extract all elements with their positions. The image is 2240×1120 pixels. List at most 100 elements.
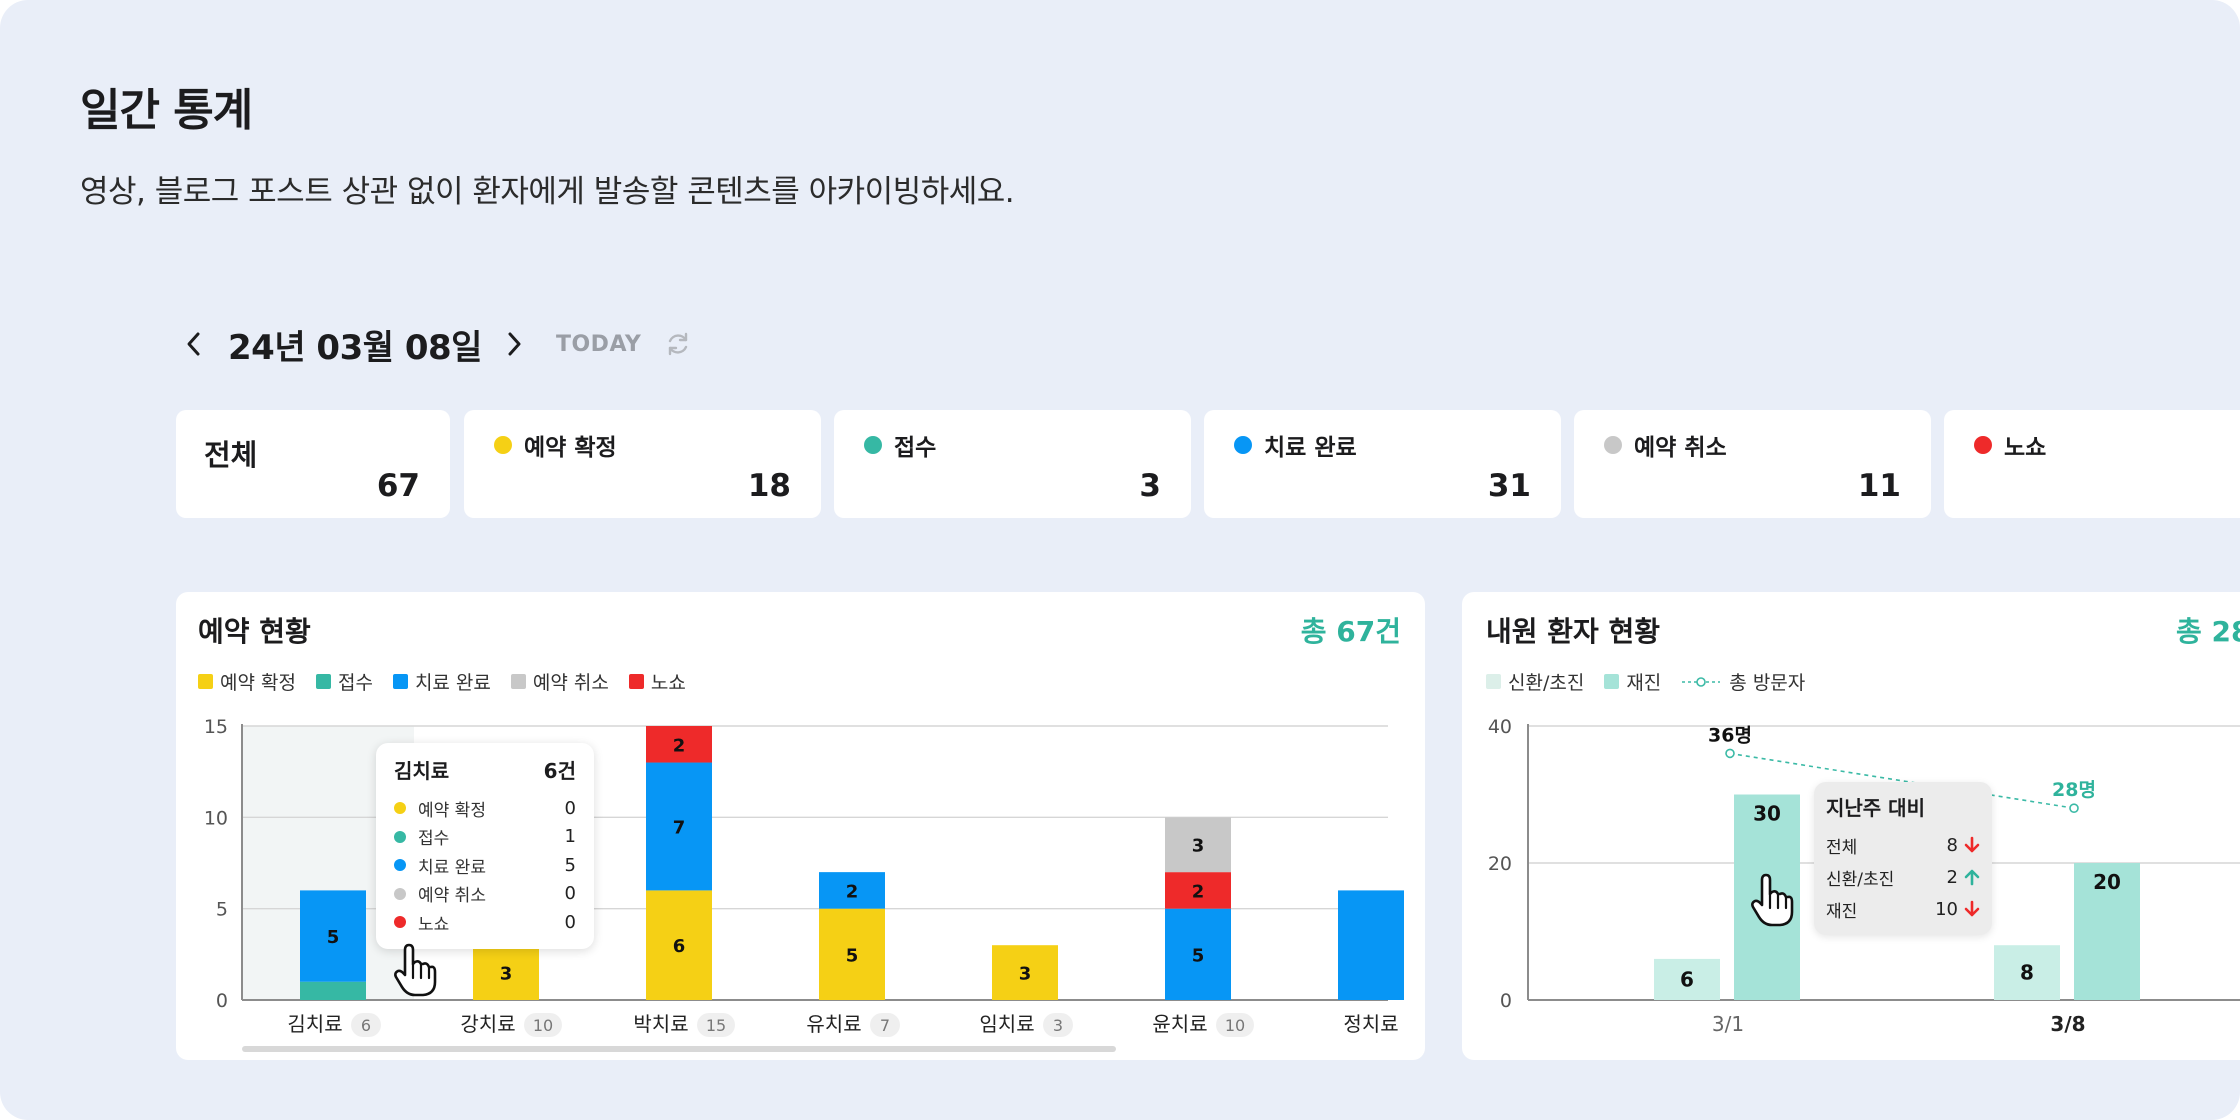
svg-text:윤치료: 윤치료 [1152, 1012, 1207, 1036]
y-tick-label: 0 [216, 990, 228, 1012]
x-tick-label: 김치료 6 [287, 1012, 381, 1037]
stat-label: 예약 취소 [1634, 435, 1727, 461]
line-total-visitors [1729, 752, 2075, 809]
bar-value-label: 5 [846, 945, 859, 966]
bar-segment [473, 945, 539, 1000]
x-tick-label: 3/8 [2050, 1012, 2085, 1036]
count-pill [870, 1013, 900, 1037]
stat-card-received[interactable]: 접수 3 [834, 410, 1191, 518]
status-dot [1604, 436, 1622, 454]
stat-card-cancelled[interactable]: 예약 취소 11 [1574, 410, 1931, 518]
bar-value-label: 5 [1192, 945, 1205, 966]
refresh-icon[interactable] [663, 329, 693, 359]
legend-item[interactable]: 치료 완료 [392, 668, 491, 695]
y-tick-label: 10 [204, 807, 228, 829]
bar-segment [1165, 908, 1231, 1000]
svg-text:김치료: 김치료 [287, 1012, 342, 1036]
bar-segment [819, 908, 885, 1000]
bar-segment [646, 890, 712, 1000]
tooltip-row: 노쇼 0 [394, 908, 576, 937]
tooltip-row: 접수 1 [394, 823, 576, 852]
count-pill [697, 1013, 735, 1037]
arrow-down-icon [1964, 836, 1980, 853]
bar-new-patient [1994, 945, 2060, 1000]
visit-panel: 0 20 40 6 30 3/1 8 20 3/8 36명 28명 내원 환자 현황 총 28 신환… [1462, 592, 2240, 1060]
bar-segment [819, 872, 885, 909]
status-dot [1234, 436, 1252, 454]
stat-value: 3 [1139, 468, 1161, 504]
x-tick-label: 정치료 [1343, 1012, 1398, 1036]
x-tick-label: 유치료 7 [806, 1012, 900, 1037]
count-pill-text: 10 [533, 1016, 553, 1035]
legend-item[interactable]: 노쇼 [628, 668, 686, 695]
stat-card-completed[interactable]: 치료 완료 31 [1204, 410, 1561, 518]
legend-item[interactable]: 신환/초진 [1486, 668, 1584, 695]
bar-segment [646, 726, 712, 763]
x-tick-label: 3/1 [1712, 1012, 1744, 1036]
compare-row: 재진 10 [1826, 893, 1980, 925]
stat-value: 31 [1487, 468, 1531, 504]
bar-value-label: 7 [673, 817, 686, 838]
page-title: 일간 통계 [80, 85, 253, 136]
x-tick-label: 박치료 15 [633, 1012, 735, 1037]
bar-new-patient [1654, 958, 1720, 1000]
chevron-left-icon[interactable] [176, 318, 212, 370]
compare-row: 신환/초진 2 [1826, 861, 1980, 893]
chart-scrollbar [242, 1046, 1116, 1052]
hand-pointer-icon [1751, 873, 1794, 927]
bar-value-label: 2 [1192, 881, 1205, 902]
bar-value-label: 3 [500, 964, 513, 985]
chevron-right-icon[interactable] [496, 318, 532, 370]
line-value-label: 36명 [1708, 724, 1752, 746]
count-pill-text: 3 [1053, 1016, 1063, 1035]
count-pill [1043, 1013, 1073, 1037]
stat-value: 11 [1857, 468, 1901, 504]
stat-label: 전체 [204, 438, 258, 472]
bar-value-label: 20 [2093, 870, 2121, 894]
compare-row: 전체 8 [1826, 829, 1980, 861]
compare-title: 지난주 대비 [1826, 796, 1925, 820]
legend-item[interactable]: 재진 [1604, 668, 1661, 695]
reservation-panel: 0 5 10 15 5 김치료 6 3 강치료 10 6 7 2 박치료 15 5 2 유치료 7 3 임치료 3 5 2 3 윤… [176, 592, 1425, 1060]
chart-legend: 신환/초진 재진 총 방문자 [1486, 668, 1825, 695]
svg-text:유치료: 유치료 [806, 1012, 861, 1036]
tooltip-row: 예약 확정 0 [394, 794, 576, 823]
stat-card-confirmed[interactable]: 예약 확정 18 [464, 410, 821, 518]
x-tick-label: 임치료 3 [979, 1012, 1073, 1037]
bar-value-label: 30 [1753, 802, 1781, 826]
count-pill-text: 7 [880, 1016, 890, 1035]
status-dot [494, 436, 512, 454]
today-button[interactable]: TODAY [555, 331, 642, 357]
stat-card-total[interactable]: 전체 67 [176, 410, 450, 518]
legend-item[interactable]: 예약 확정 [198, 668, 296, 695]
stat-card-noshow[interactable]: 노쇼 [1944, 410, 2240, 518]
y-tick-label: 15 [204, 716, 228, 738]
bar-value-label: 2 [846, 881, 859, 902]
bar-value-label: 3 [1019, 964, 1032, 985]
legend-item[interactable]: 예약 취소 [510, 668, 609, 695]
stat-label: 노쇼 [2004, 435, 2047, 461]
bar-value-label: 8 [2020, 961, 2034, 985]
panel-total: 총 67건 [1300, 615, 1401, 648]
legend-item[interactable]: 접수 [315, 668, 373, 695]
line-value-label: 28명 [2052, 779, 2096, 801]
count-pill [1216, 1013, 1254, 1037]
svg-text:박치료: 박치료 [633, 1012, 688, 1036]
week-compare-tooltip: 지난주 대비 전체 8 신환/초진 2 재진 10 [1814, 782, 1992, 935]
tooltip-count: 6건 [543, 759, 576, 783]
chart-legend: 예약 확정 접수 치료 완료 예약 취소 노쇼 [198, 668, 706, 695]
stat-value: 67 [376, 468, 420, 504]
y-tick-label: 0 [1500, 990, 1512, 1012]
bar-value-label: 2 [673, 735, 686, 756]
chart-tooltip: 김치료 6건 예약 확정 0 접수 1 치료 완료 5 예약 취소 0 노쇼 0 [376, 743, 594, 949]
legend-item[interactable]: 총 방문자 [1681, 668, 1805, 695]
status-dot [864, 436, 882, 454]
line-point [2069, 803, 2079, 813]
arrow-up-icon [1964, 869, 1980, 886]
x-tick-label: 윤치료 10 [1152, 1012, 1254, 1037]
tooltip-row: 치료 완료 5 [394, 851, 576, 880]
count-pill [351, 1013, 381, 1037]
y-tick-label: 5 [216, 899, 228, 921]
count-pill-text: 10 [1225, 1016, 1245, 1035]
stat-label: 예약 확정 [524, 435, 617, 461]
